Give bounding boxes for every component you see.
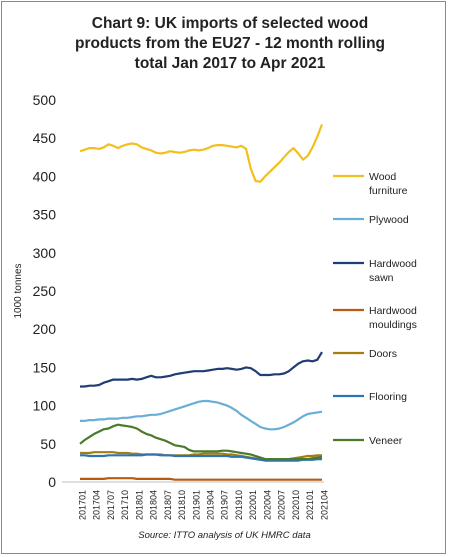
- y-tick-label: 150: [33, 359, 57, 375]
- x-tick-label: 201907: [220, 490, 230, 520]
- x-tick-label: 201704: [92, 490, 102, 520]
- x-tick-label: 202001: [248, 490, 258, 520]
- x-tick-label: 201701: [77, 490, 87, 520]
- y-axis-ticks: 0 50 100 150 200 250 300 350 400 450 500: [33, 92, 57, 490]
- series-line-plywood: [80, 399, 323, 431]
- x-tick-label: 201804: [149, 490, 159, 520]
- x-tick-label: 201807: [163, 490, 173, 520]
- x-tick-label: 201904: [205, 490, 215, 520]
- series-line-flooring: [80, 453, 322, 462]
- y-tick-label: 0: [48, 474, 56, 490]
- y-axis-label: 1000 tonnes: [13, 263, 24, 318]
- legend-label: mouldings: [369, 319, 417, 331]
- legend-label: Hardwood: [369, 258, 417, 270]
- chart-title-line-1: Chart 9: UK imports of selected wood: [91, 15, 369, 32]
- chart-source: Source: ITTO analysis of UK HMRC data: [138, 530, 311, 541]
- y-tick-label: 450: [33, 130, 57, 146]
- x-tick-label: 202004: [262, 490, 272, 520]
- x-tick-label: 201801: [134, 490, 144, 520]
- x-axis-ticks: 201701 201704 201707 201710 201801 201804 2018…: [77, 490, 329, 520]
- legend-label: Veneer: [369, 435, 403, 447]
- y-tick-label: 200: [33, 321, 57, 337]
- x-tick-label: 201710: [120, 490, 130, 520]
- y-tick-label: 250: [33, 283, 57, 299]
- legend-label: Plywood: [369, 214, 409, 226]
- legend-label: Hardwood: [369, 305, 417, 317]
- chart-series-lines: [79, 124, 324, 481]
- y-tick-label: 50: [40, 436, 56, 452]
- series-line-hardwood-sawn: [80, 351, 323, 388]
- x-tick-label: 201910: [234, 490, 244, 520]
- y-tick-label: 350: [33, 207, 57, 223]
- series-line-veneer: [79, 423, 323, 461]
- series-line-hardwood-mouldings: [80, 477, 322, 481]
- chart-title-line-3: total Jan 2017 to Apr 2021: [134, 55, 326, 72]
- x-tick-label: 202010: [291, 490, 301, 520]
- x-tick-label: 202007: [277, 490, 287, 520]
- legend-label: Doors: [369, 348, 397, 360]
- legend-label: Flooring: [369, 391, 407, 403]
- legend-label: sawn: [369, 272, 394, 284]
- y-tick-label: 400: [33, 168, 57, 184]
- y-tick-label: 100: [33, 398, 57, 414]
- y-tick-label: 500: [33, 92, 57, 108]
- x-tick-label: 201901: [191, 490, 201, 520]
- chart-legend: Wood furniture Plywood Hardwood sawn Hardwood…: [333, 171, 417, 447]
- x-tick-label: 201707: [106, 490, 116, 520]
- legend-label: Wood: [369, 171, 396, 183]
- chart-title: Chart 9: UK imports of selected wood pro…: [40, 14, 420, 74]
- x-tick-label: 201810: [177, 490, 187, 520]
- chart-title-line-2: products from the EU27 - 12 month rollin…: [74, 35, 386, 52]
- legend-label: furniture: [369, 185, 408, 197]
- x-tick-label: 202101: [305, 490, 315, 520]
- y-tick-label: 300: [33, 245, 57, 261]
- series-line-wood-furniture: [79, 124, 324, 183]
- x-tick-label: 202104: [319, 490, 329, 520]
